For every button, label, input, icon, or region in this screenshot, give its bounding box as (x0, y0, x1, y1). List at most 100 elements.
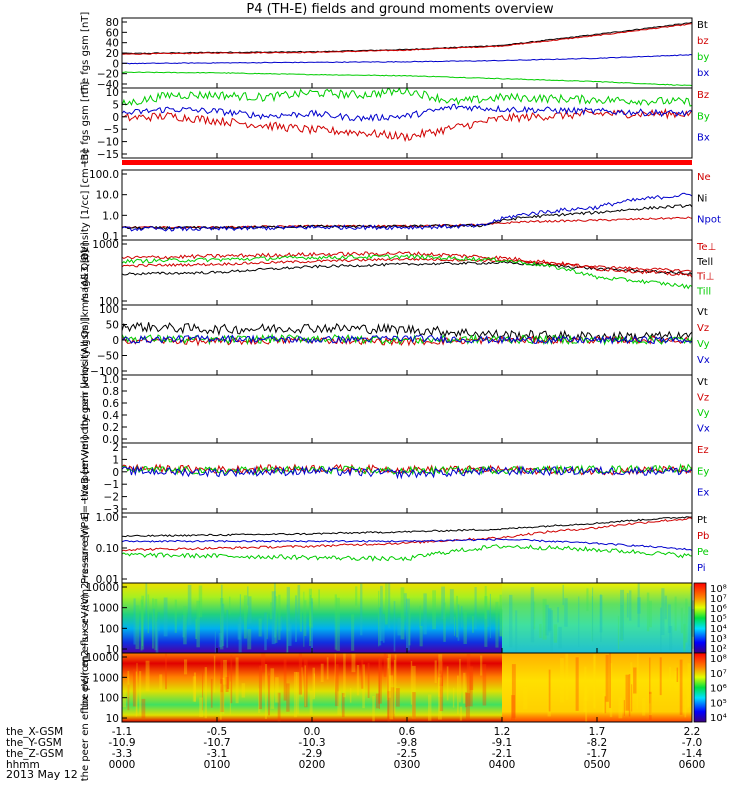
spectrogram-texture (187, 584, 192, 625)
spectrogram-texture (565, 653, 569, 701)
spectrogram-texture (679, 659, 683, 715)
spectrogram-texture (218, 632, 223, 648)
spectrogram-texture (602, 692, 606, 714)
spectrogram-texture (351, 653, 356, 673)
spectrogram-texture (680, 607, 683, 634)
legend-label: Vz (697, 393, 709, 404)
spectrogram-texture (141, 602, 143, 647)
y-tick-label: 100 (99, 693, 119, 705)
y-tick-label: 0.1 (102, 231, 119, 243)
spectrogram-texture (593, 655, 596, 710)
time-row-value: 0500 (584, 759, 611, 771)
time-row-value: -2.5 (397, 748, 418, 760)
spectrogram-texture (127, 670, 130, 698)
y-tick-label: 10.0 (96, 190, 119, 202)
panel-frame (121, 442, 693, 514)
legend-label: Ti⊥ (696, 272, 714, 283)
y-axis-label: the peir velocity gsm [km/s (All Qs)] (80, 250, 91, 431)
legend-label: Vt (697, 307, 708, 318)
y-tick-label: −50 (97, 351, 119, 363)
spectrogram-texture (235, 657, 239, 704)
y-tick-label: 5 (112, 99, 119, 111)
y-tick-label: −1 (104, 479, 119, 491)
spectrogram-texture (320, 663, 324, 682)
spectrogram-texture (295, 595, 297, 642)
spectrogram-texture (372, 696, 375, 722)
spectrogram-texture (387, 691, 391, 722)
time-row-value: -1.4 (682, 748, 703, 760)
legend-label: Bt (697, 20, 708, 31)
legend-label: by (697, 52, 709, 63)
spectrogram-texture (548, 669, 551, 712)
spectrogram-texture (387, 668, 389, 720)
legend-label: Te⊥ (696, 242, 716, 253)
spectrogram-texture (642, 698, 646, 716)
spectrogram-texture (410, 661, 413, 705)
spectrogram-texture (132, 669, 137, 707)
y-tick-label: −3 (104, 504, 119, 516)
spectrogram-texture (649, 600, 652, 628)
spectrogram-texture (674, 671, 679, 692)
spectrogram-texture (297, 585, 301, 619)
panel-7: Ez Ey Ex 210−1−2−3 E=−VxB [mV/m] (80, 436, 709, 519)
spectrogram-texture (396, 688, 400, 707)
legend-label: bz (697, 36, 709, 47)
y-tick-label: −20 (97, 69, 119, 81)
spectrogram-texture (360, 583, 363, 636)
spectrogram-texture (133, 598, 136, 645)
spectrogram-texture (446, 666, 449, 701)
series-line-by (122, 71, 693, 87)
spectrogram-texture (664, 595, 667, 620)
spectrogram-texture (660, 607, 662, 653)
spectrogram-texture (258, 618, 262, 637)
spectrogram-texture (226, 671, 230, 689)
series-line-Bx (121, 103, 693, 122)
spectrogram-texture (403, 593, 407, 616)
spectrogram-texture (141, 698, 146, 719)
spectrogram-texture (343, 653, 346, 698)
spectrogram-texture (258, 688, 261, 713)
spectrogram-texture (499, 609, 503, 637)
spectrogram-texture (547, 608, 552, 631)
series-line-Ez (121, 463, 693, 476)
y-tick-label: 10 (106, 87, 119, 99)
spectrogram-texture (438, 677, 442, 720)
y-tick-label: 0.2 (102, 422, 119, 434)
spectrogram-texture (219, 683, 222, 720)
spectrogram-texture (630, 662, 633, 710)
spectrogram-texture (530, 587, 535, 643)
y-axis-label: the fgs gsm [nT] (80, 82, 91, 165)
spectrogram-texture (586, 588, 589, 612)
y-tick-label: 10 (106, 713, 119, 725)
spectrogram-texture (174, 599, 177, 633)
spectrogram-texture (248, 596, 252, 624)
legend-label: Till (696, 286, 711, 297)
spectrogram-texture (669, 626, 673, 651)
panel-frame (121, 374, 693, 444)
spectrogram-texture (637, 597, 641, 614)
spectrogram-texture (198, 585, 203, 618)
y-tick-label: 0.8 (102, 386, 119, 398)
legend-label: Pi (697, 563, 706, 574)
colorbar-tick-label: 10⁶ (710, 684, 727, 695)
spectrogram-late (502, 653, 692, 722)
y-tick-label: 10 (106, 644, 119, 656)
spectrogram-texture (264, 664, 268, 719)
spectrogram-texture (193, 672, 196, 702)
y-tick-label: 100 (99, 623, 119, 635)
spectrogram-early (122, 583, 502, 653)
spectrogram-texture (199, 697, 204, 717)
time-row-value: 2.2 (684, 726, 701, 738)
y-tick-label: 0.01 (96, 574, 119, 586)
time-row-value: 0200 (299, 759, 326, 771)
spectrogram-texture (336, 597, 340, 651)
spectrogram-texture (466, 654, 471, 707)
spectrogram-texture (457, 604, 460, 641)
spectrogram-texture (341, 693, 345, 718)
spectrogram-texture (558, 626, 562, 649)
spectrogram-texture (309, 595, 312, 641)
